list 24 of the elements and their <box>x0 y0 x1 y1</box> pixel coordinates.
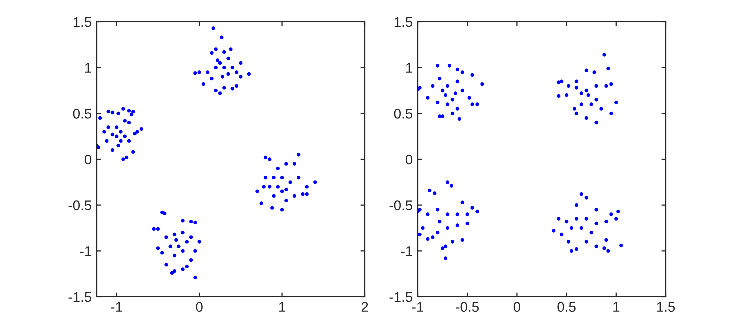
y-tick-label: -1 <box>80 246 92 256</box>
y-tick-label: 1 <box>85 63 92 73</box>
x-tick-label: 1 <box>614 302 620 312</box>
y-tick-label: -0.5 <box>390 200 413 211</box>
y-tick-label: -1.5 <box>390 292 413 302</box>
x-tick-label: 1.5 <box>657 302 676 312</box>
x-tick-label: -1 <box>111 302 122 312</box>
y-tick-label: 0.5 <box>394 109 413 119</box>
y-tick-label: 0.5 <box>73 109 92 119</box>
y-tick-label: -1.5 <box>68 292 92 302</box>
y-tick-label: 0 <box>84 154 92 165</box>
x-tick-label: 0 <box>514 302 521 312</box>
y-tick-label: -0.5 <box>68 200 92 211</box>
y-tick-label: -1 <box>401 246 412 256</box>
x-tick-label: -0.5 <box>456 302 479 312</box>
y-tick-label: 0 <box>406 154 413 165</box>
x-tick-label: 2 <box>362 302 368 312</box>
y-tick-label: 1.5 <box>74 17 92 28</box>
x-tick-label: 1 <box>279 302 286 312</box>
y-tick-label: 1.5 <box>394 17 413 28</box>
y-tick-label: 1 <box>406 63 412 73</box>
x-tick-label: 0.5 <box>558 302 576 312</box>
x-tick-label: -1 <box>412 302 424 312</box>
x-tick-label: 0 <box>196 302 203 312</box>
